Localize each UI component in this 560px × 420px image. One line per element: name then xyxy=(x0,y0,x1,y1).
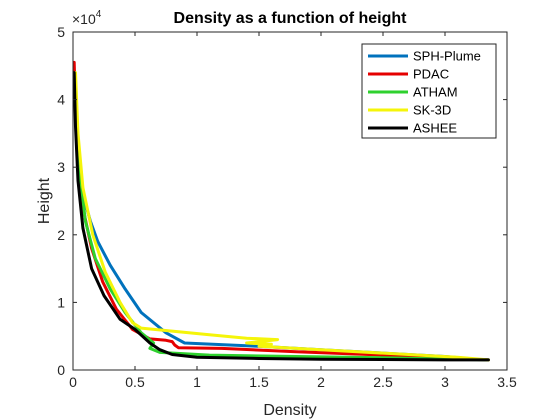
chart-title: Density as a function of height xyxy=(174,10,408,27)
legend-label: SK-3D xyxy=(413,103,451,118)
x-tick-label: 0.5 xyxy=(125,374,145,390)
y-tick-label: 4 xyxy=(57,92,65,108)
series-line-sk-3d xyxy=(74,71,490,362)
series-lines xyxy=(72,60,490,362)
legend-label: PDAC xyxy=(413,67,449,82)
x-tick-label: 2.5 xyxy=(373,374,393,390)
legend: SPH-Plume PDAC ATHAM SK-3D ASHEE xyxy=(361,43,497,139)
y-tick-label: 5 xyxy=(57,24,65,40)
x-tick-label: 0 xyxy=(69,374,77,390)
x-tick-label: 3 xyxy=(441,374,449,390)
y-tick-label: 0 xyxy=(57,362,65,378)
legend-label: ASHEE xyxy=(413,121,457,136)
series-line-atham xyxy=(74,84,490,362)
x-axis: 0 0.5 1 1.5 2 2.5 3 3.5 xyxy=(69,32,517,390)
y-exponent-label: ×104 xyxy=(72,9,102,27)
y-exponent-base: ×10 xyxy=(72,11,96,27)
y-axis: 0 1 2 3 4 5 xyxy=(57,24,507,378)
y-tick-label: 2 xyxy=(57,227,65,243)
y-axis-label: Height xyxy=(36,177,53,224)
plot-frame xyxy=(72,31,508,371)
y-exponent-power: 4 xyxy=(96,9,102,20)
y-tick-label: 1 xyxy=(57,294,65,310)
x-axis-label: Density xyxy=(263,402,316,419)
legend-label: SPH-Plume xyxy=(413,49,481,64)
x-tick-label: 1 xyxy=(193,374,201,390)
legend-label: ATHAM xyxy=(413,85,458,100)
x-tick-label: 1.5 xyxy=(249,374,269,390)
y-tick-label: 3 xyxy=(57,159,65,175)
x-tick-label: 3.5 xyxy=(497,374,517,390)
series-line-ashee xyxy=(72,71,490,362)
x-tick-label: 2 xyxy=(317,374,325,390)
